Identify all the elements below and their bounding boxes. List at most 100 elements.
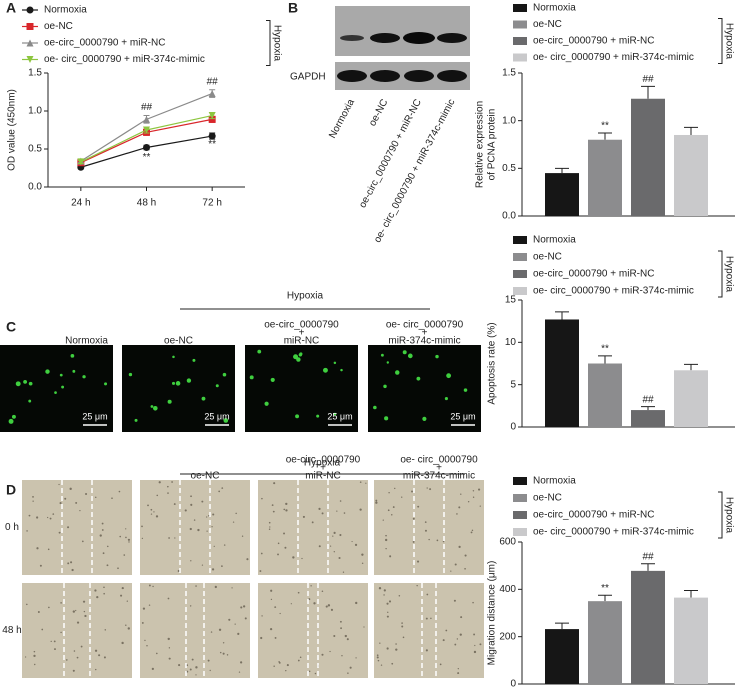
- speck: [72, 669, 75, 672]
- image-label: oe-circ_0000790: [264, 320, 339, 331]
- speck: [464, 567, 466, 570]
- speck: [47, 548, 50, 551]
- speck: [398, 595, 401, 597]
- image-label: +: [299, 328, 305, 339]
- band: [437, 70, 467, 82]
- speck: [156, 652, 158, 655]
- speck: [363, 626, 365, 628]
- speck: [272, 510, 275, 513]
- hypoxia-label: Hypoxia: [287, 291, 324, 302]
- bar: [588, 139, 622, 216]
- wound-image: [140, 583, 250, 678]
- speck: [125, 536, 127, 539]
- speck: [473, 633, 476, 636]
- image-label: miR-374c-mimic: [388, 336, 460, 347]
- speck: [201, 500, 204, 503]
- significance-label: ##: [642, 394, 654, 405]
- speck: [106, 564, 109, 567]
- speck: [388, 600, 392, 603]
- speck: [191, 658, 194, 661]
- speck: [214, 585, 217, 589]
- speck: [346, 638, 349, 641]
- speck: [453, 599, 456, 602]
- speck: [347, 672, 349, 674]
- speck: [99, 534, 102, 537]
- speck: [69, 487, 72, 491]
- speck: [424, 521, 427, 523]
- speck: [222, 652, 225, 655]
- speck: [386, 647, 389, 650]
- cell: [61, 385, 65, 389]
- speck: [190, 560, 192, 562]
- speck: [386, 615, 389, 618]
- speck: [341, 655, 343, 657]
- legend-bracket: [718, 18, 723, 64]
- speck: [473, 650, 477, 654]
- speck: [101, 522, 104, 525]
- cell: [215, 384, 219, 388]
- speck: [458, 506, 461, 509]
- blot-image: [335, 6, 470, 56]
- speck: [301, 557, 303, 560]
- wound-image: [258, 480, 368, 575]
- cell: [54, 391, 57, 394]
- speck: [201, 564, 204, 566]
- speck: [193, 519, 196, 521]
- speck: [391, 514, 393, 516]
- scale-bar-label: 25 μm: [204, 411, 229, 421]
- cell: [407, 353, 413, 359]
- speck: [355, 657, 357, 659]
- legend-marker: [26, 23, 34, 30]
- speck: [308, 670, 311, 673]
- speck: [146, 645, 148, 647]
- marker: [208, 112, 216, 120]
- speck: [121, 586, 124, 590]
- legend-label: oe-NC: [533, 19, 562, 30]
- speck: [283, 532, 285, 535]
- cell: [175, 381, 181, 386]
- speck: [311, 521, 314, 524]
- legend-group-label: Hypoxia: [723, 256, 734, 293]
- y-tick-label: 600: [499, 537, 516, 548]
- speck: [338, 556, 341, 560]
- speck: [260, 552, 263, 555]
- speck: [167, 597, 170, 600]
- speck: [222, 642, 225, 644]
- speck: [454, 563, 457, 566]
- speck: [329, 545, 332, 547]
- fluorescence-image: [122, 345, 235, 432]
- speck: [467, 501, 470, 503]
- speck: [268, 528, 271, 531]
- loading-control-label: GAPDH: [290, 72, 326, 83]
- image-label: +: [422, 328, 428, 339]
- legend-swatch: [513, 253, 527, 261]
- speck: [174, 537, 176, 539]
- legend-swatch: [513, 4, 527, 12]
- speck: [392, 506, 395, 508]
- x-tick-label: 48 h: [137, 198, 156, 209]
- image-label: miR-NC: [284, 336, 320, 347]
- speck: [241, 535, 244, 537]
- speck: [411, 490, 414, 493]
- speck: [297, 659, 300, 662]
- speck: [150, 513, 153, 515]
- speck: [171, 481, 173, 483]
- speck: [351, 540, 353, 543]
- cell: [249, 375, 254, 380]
- speck: [118, 490, 121, 493]
- speck: [76, 621, 80, 624]
- speck: [261, 615, 263, 617]
- y-axis-label: Apoptosis rate (%): [487, 322, 498, 404]
- cell: [70, 353, 75, 358]
- speck: [184, 509, 187, 512]
- speck: [336, 510, 338, 512]
- speck: [47, 516, 49, 519]
- cell: [386, 361, 390, 364]
- speck: [472, 601, 474, 604]
- speck: [333, 531, 336, 534]
- bar: [631, 570, 665, 684]
- speck: [190, 495, 192, 498]
- speck: [206, 530, 208, 532]
- legend-group-label: Hypoxia: [271, 25, 282, 62]
- speck: [167, 492, 169, 494]
